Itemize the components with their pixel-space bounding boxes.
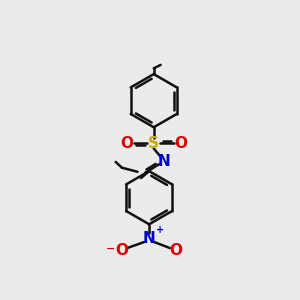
Text: N: N <box>158 154 170 169</box>
Text: O: O <box>169 243 182 258</box>
Text: O: O <box>115 243 128 258</box>
Text: O: O <box>121 136 134 151</box>
Text: S: S <box>148 136 159 151</box>
Text: N: N <box>143 231 155 246</box>
Text: +: + <box>156 225 164 235</box>
Text: −: − <box>106 244 116 254</box>
Text: O: O <box>174 136 187 151</box>
